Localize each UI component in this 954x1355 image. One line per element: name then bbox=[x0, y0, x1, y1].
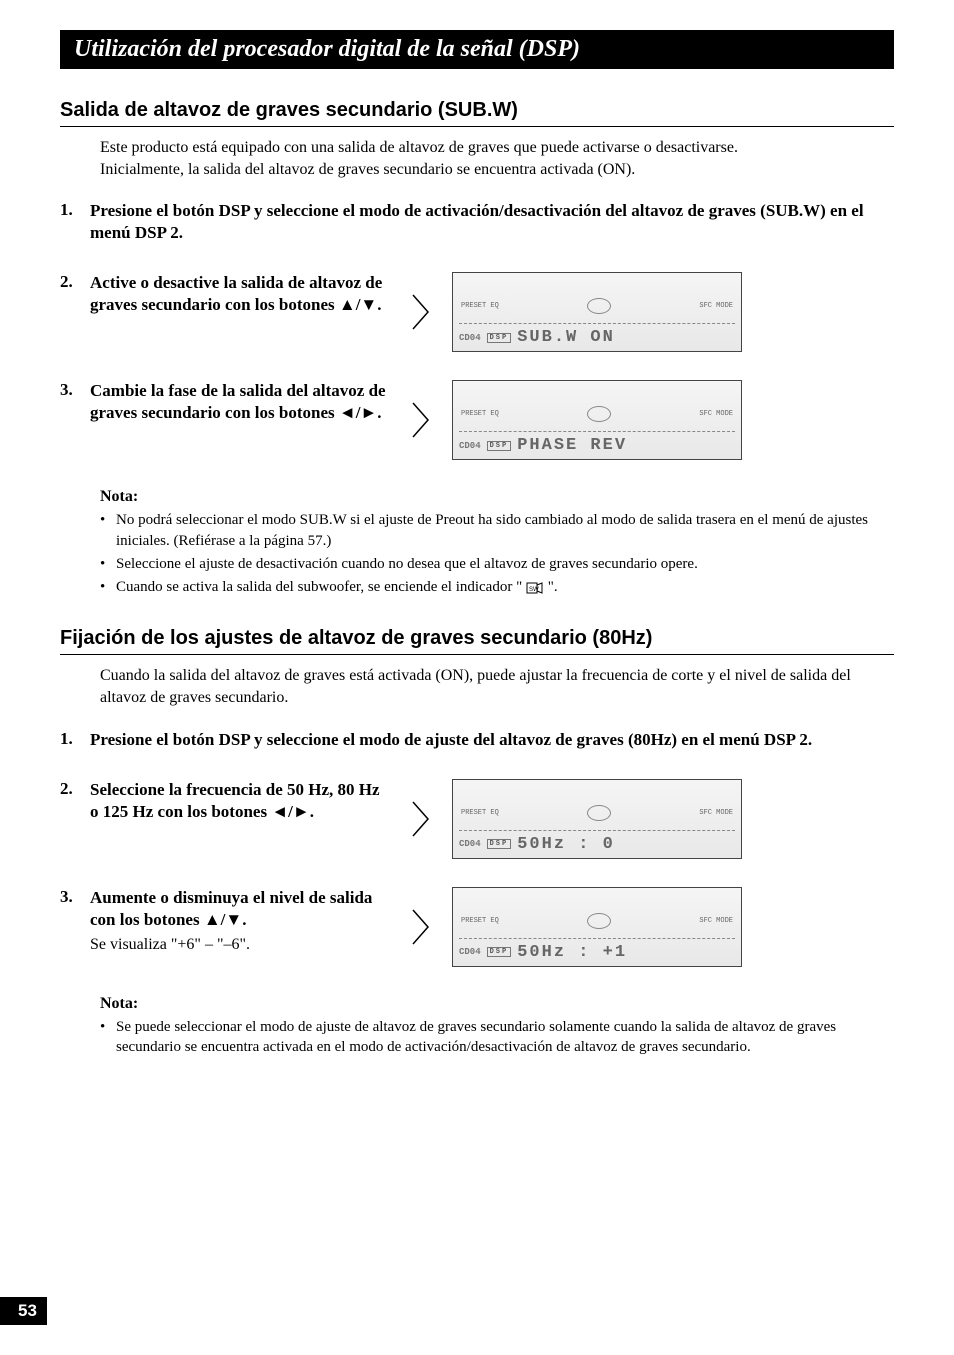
page-title-bar: Utilización del procesador digital de la… bbox=[60, 30, 894, 69]
lcd-dsp-badge: DSP bbox=[487, 441, 512, 451]
lcd-dsp-badge: DSP bbox=[487, 947, 512, 957]
lcd-prefix: CD04 bbox=[459, 947, 481, 957]
lcd-dsp-badge: DSP bbox=[487, 333, 512, 343]
subwoofer-indicator-icon: SW bbox=[526, 582, 544, 594]
lcd-main-text: PHASE REV bbox=[517, 436, 627, 455]
section1-intro: Este producto está equipado con una sali… bbox=[100, 137, 894, 180]
note-list: Se puede seleccionar el modo de ajuste d… bbox=[100, 1017, 894, 1058]
note-block: Nota: No podrá seleccionar el modo SUB.W… bbox=[100, 488, 894, 597]
lcd-prefix: CD04 bbox=[459, 441, 481, 451]
step-text: Active o desactive la salida de altavoz … bbox=[90, 272, 410, 316]
note-item: Seleccione el ajuste de desactivación cu… bbox=[100, 554, 894, 574]
section2-heading: Fijación de los ajustes de altavoz de gr… bbox=[60, 627, 894, 655]
section2-step: 2. Seleccione la frecuencia de 50 Hz, 80… bbox=[60, 779, 894, 859]
arrow-right-icon bbox=[410, 400, 432, 440]
svg-text:SW: SW bbox=[529, 587, 539, 593]
note-label: Nota: bbox=[100, 995, 894, 1013]
page-number: 53 bbox=[0, 1297, 47, 1325]
step-display-group: PRESET EQ SFC MODE CD04 DSP PHASE REV bbox=[410, 380, 742, 460]
lcd-display: PRESET EQ SFC MODE CD04 DSP 50Hz : +1 bbox=[452, 887, 742, 967]
lcd-display: PRESET EQ SFC MODE CD04 DSP PHASE REV bbox=[452, 380, 742, 460]
section2-intro: Cuando la salida del altavoz de graves e… bbox=[100, 665, 894, 708]
section1-heading: Salida de altavoz de graves secundario (… bbox=[60, 99, 894, 127]
step-number: 2. bbox=[60, 779, 90, 799]
arrow-right-icon bbox=[410, 799, 432, 839]
step-number: 1. bbox=[60, 200, 90, 220]
note-label: Nota: bbox=[100, 488, 894, 506]
step-text: Presione el botón DSP y seleccione el mo… bbox=[90, 200, 894, 244]
lcd-prefix: CD04 bbox=[459, 839, 481, 849]
lcd-main-text: 50Hz : 0 bbox=[517, 835, 615, 854]
section1-step: 2. Active o desactive la salida de altav… bbox=[60, 272, 894, 352]
step-text: Aumente o disminuya el nivel de salida c… bbox=[90, 887, 410, 956]
lcd-main-text: 50Hz : +1 bbox=[517, 943, 627, 962]
step-number: 3. bbox=[60, 887, 90, 907]
section1-step: 1. Presione el botón DSP y seleccione el… bbox=[60, 200, 894, 244]
step-number: 3. bbox=[60, 380, 90, 400]
note-list: No podrá seleccionar el modo SUB.W si el… bbox=[100, 510, 894, 597]
lcd-prefix: CD04 bbox=[459, 333, 481, 343]
note-item: Se puede seleccionar el modo de ajuste d… bbox=[100, 1017, 894, 1058]
note-item: No podrá seleccionar el modo SUB.W si el… bbox=[100, 510, 894, 551]
step-text-bold: Aumente o disminuya el nivel de salida c… bbox=[90, 888, 372, 929]
step-display-group: PRESET EQ SFC MODE CD04 DSP 50Hz : 0 bbox=[410, 779, 742, 859]
arrow-right-icon bbox=[410, 907, 432, 947]
step-number: 2. bbox=[60, 272, 90, 292]
step-display-group: PRESET EQ SFC MODE CD04 DSP SUB.W ON bbox=[410, 272, 742, 352]
lcd-display: PRESET EQ SFC MODE CD04 DSP SUB.W ON bbox=[452, 272, 742, 352]
step-display-group: PRESET EQ SFC MODE CD04 DSP 50Hz : +1 bbox=[410, 887, 742, 967]
section2-step: 3. Aumente o disminuya el nivel de salid… bbox=[60, 887, 894, 967]
step-subtext: Se visualiza "+6" – "–6". bbox=[90, 935, 390, 956]
arrow-right-icon bbox=[410, 292, 432, 332]
lcd-display: PRESET EQ SFC MODE CD04 DSP 50Hz : 0 bbox=[452, 779, 742, 859]
step-number: 1. bbox=[60, 729, 90, 749]
step-text: Seleccione la frecuencia de 50 Hz, 80 Hz… bbox=[90, 779, 410, 823]
step-text: Cambie la fase de la salida del altavoz … bbox=[90, 380, 410, 424]
section2-step: 1. Presione el botón DSP y seleccione el… bbox=[60, 729, 894, 751]
section1-step: 3. Cambie la fase de la salida del altav… bbox=[60, 380, 894, 460]
lcd-dsp-badge: DSP bbox=[487, 839, 512, 849]
lcd-main-text: SUB.W ON bbox=[517, 328, 615, 347]
note-block: Nota: Se puede seleccionar el modo de aj… bbox=[100, 995, 894, 1058]
step-text: Presione el botón DSP y seleccione el mo… bbox=[90, 729, 894, 751]
note-item: Cuando se activa la salida del subwoofer… bbox=[100, 577, 894, 597]
